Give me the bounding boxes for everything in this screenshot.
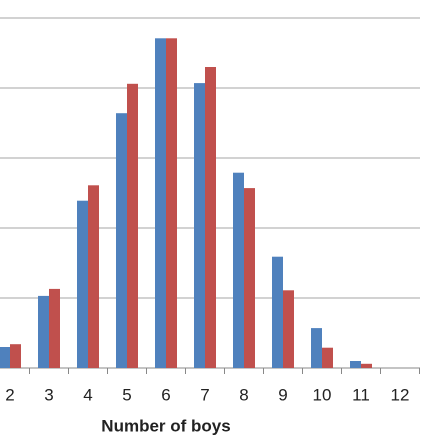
x-axis-label: Number of boys — [101, 416, 230, 435]
bar — [205, 67, 216, 368]
bar — [244, 188, 255, 368]
x-tick-label: 4 — [83, 385, 92, 404]
bar — [272, 256, 283, 368]
bar — [49, 288, 60, 368]
bar — [155, 38, 166, 369]
x-tick-label: 5 — [122, 385, 131, 404]
x-tick-label: 9 — [278, 385, 287, 404]
x-tick-label: 2 — [5, 385, 14, 404]
x-tick-label: 7 — [200, 385, 209, 404]
x-tick-label: 8 — [239, 385, 248, 404]
bar — [233, 172, 244, 368]
x-tick-label: 12 — [391, 385, 410, 404]
bar — [127, 83, 138, 369]
bar — [194, 83, 205, 368]
bar — [350, 361, 361, 368]
bar — [10, 344, 21, 368]
x-tick-label: 10 — [313, 385, 332, 404]
bar — [77, 200, 88, 368]
bar — [88, 185, 99, 368]
bar — [0, 347, 10, 368]
bar — [361, 363, 372, 368]
bar — [283, 290, 294, 368]
bar — [116, 113, 127, 368]
x-tick-label: 3 — [44, 385, 53, 404]
bar — [322, 347, 333, 368]
bar — [311, 328, 322, 368]
bar — [38, 295, 49, 368]
x-tick-label: 11 — [352, 385, 370, 404]
x-tick-label: 6 — [161, 385, 170, 404]
bar — [166, 38, 177, 369]
